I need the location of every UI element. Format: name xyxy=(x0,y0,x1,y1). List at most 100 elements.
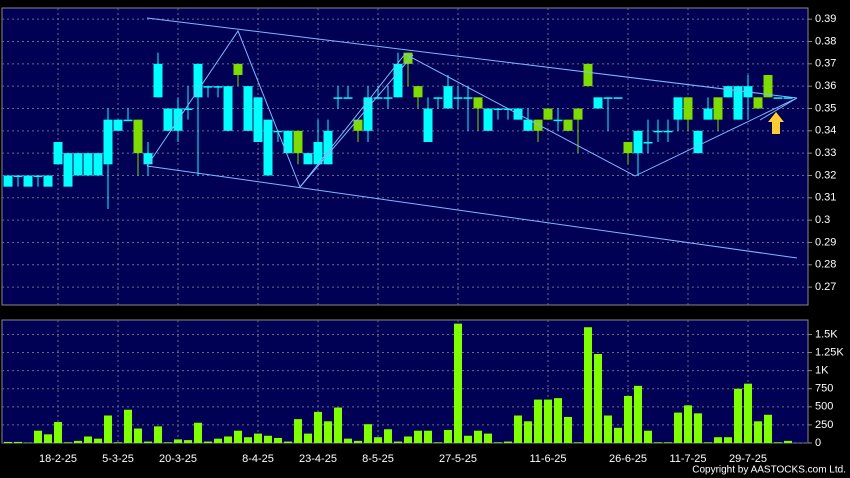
y-tick-label: 250 xyxy=(815,419,833,431)
volume-bar xyxy=(544,399,552,443)
y-tick-label: 0.31 xyxy=(815,192,836,204)
y-tick-label: 0.34 xyxy=(815,125,836,137)
volume-bar xyxy=(474,430,482,443)
zigzag-line xyxy=(146,29,798,188)
x-tick-label: 11-7-25 xyxy=(669,453,706,465)
candle-body xyxy=(373,97,383,99)
volume-bar xyxy=(164,442,172,443)
candle-body xyxy=(503,108,513,110)
volume-bar xyxy=(294,419,302,443)
candle-body xyxy=(663,130,673,133)
copyright: Copyright by AASTOCKS.com Ltd. xyxy=(692,465,846,476)
volume-bar xyxy=(204,441,212,443)
candle-body xyxy=(253,97,263,142)
volume-bar xyxy=(444,429,452,443)
candle-body xyxy=(43,175,53,187)
candle-body xyxy=(753,97,763,109)
volume-bar xyxy=(424,430,432,443)
candle-body xyxy=(453,97,463,99)
x-tick-label: 11-6-25 xyxy=(529,453,566,465)
volume-bar xyxy=(494,442,502,443)
volume-bar xyxy=(454,323,462,443)
volume-bar xyxy=(774,442,782,443)
candle-body xyxy=(283,130,293,154)
candle-body xyxy=(763,74,773,98)
volume-bar xyxy=(374,437,382,443)
candle-body xyxy=(223,86,233,131)
y-tick-label: 0.37 xyxy=(815,58,836,70)
volume-bar xyxy=(624,395,632,443)
volume-bar xyxy=(324,421,332,443)
volume-bar xyxy=(704,442,712,443)
candle-body xyxy=(593,97,603,109)
candle-body xyxy=(383,97,393,99)
candle-body xyxy=(363,97,373,131)
x-tick-label: 5-3-25 xyxy=(102,453,134,465)
y-tick-label: 0.27 xyxy=(815,281,836,293)
candle-body xyxy=(433,97,443,99)
candle-body xyxy=(423,108,433,142)
volume-bar xyxy=(114,442,122,443)
x-tick-label: 8-4-25 xyxy=(242,453,274,465)
candle-body xyxy=(53,141,63,165)
candle-body xyxy=(233,63,243,75)
candle-body xyxy=(203,86,213,88)
x-tick-label: 27-5-25 xyxy=(439,453,477,465)
candle-body xyxy=(33,175,43,177)
volume-bar xyxy=(404,436,412,443)
candle-body xyxy=(693,130,703,154)
y-tick-label: 1K xyxy=(815,365,829,377)
candle-body xyxy=(193,63,203,98)
candle-body xyxy=(23,175,33,187)
volume-bar xyxy=(54,422,62,443)
trend-lines xyxy=(146,17,798,259)
candle-body xyxy=(63,153,73,187)
volume-bar xyxy=(94,438,102,443)
volume-bar xyxy=(144,441,152,443)
candle-body xyxy=(653,130,663,133)
candle-body xyxy=(73,153,83,176)
volume-bar xyxy=(664,442,672,443)
candle-body xyxy=(343,97,353,99)
candle-body xyxy=(723,86,733,98)
mark-layer xyxy=(3,52,793,443)
candle-body xyxy=(483,108,493,131)
volume-bar xyxy=(4,441,12,443)
volume-bar xyxy=(134,428,142,443)
y-tick-label: 0.32 xyxy=(815,169,836,181)
volume-bar xyxy=(684,405,692,443)
candle-body xyxy=(713,97,723,120)
volume-bar xyxy=(254,433,262,443)
candle-body xyxy=(623,141,633,154)
candle-body xyxy=(353,119,363,131)
volume-bar xyxy=(344,438,352,443)
volume-bar xyxy=(284,441,292,443)
y-tick-label: 0.39 xyxy=(815,13,836,25)
x-tick-label: 8-5-25 xyxy=(362,453,394,465)
x-tick-label: 23-4-25 xyxy=(299,453,337,465)
volume-bar xyxy=(394,441,402,443)
volume-panel xyxy=(1,319,809,444)
volume-bar xyxy=(594,354,602,443)
volume-bar xyxy=(84,436,92,443)
candle-body xyxy=(123,119,133,122)
candle-body xyxy=(403,52,413,64)
volume-bar xyxy=(64,442,72,443)
candle-body xyxy=(543,108,553,120)
candle-body xyxy=(103,119,113,165)
volume-bar xyxy=(214,438,222,443)
candle-body xyxy=(533,119,543,131)
y-tick-label: 0.36 xyxy=(815,80,836,92)
volume-bar xyxy=(654,442,662,443)
volume-bar xyxy=(354,440,362,443)
volume-bar xyxy=(304,433,312,443)
volume-bar xyxy=(34,430,42,443)
volume-bar xyxy=(224,436,232,443)
volume-bar xyxy=(234,430,242,443)
candle-body xyxy=(573,108,583,120)
y-tick-label: 0 xyxy=(815,437,821,449)
candle-body xyxy=(553,119,563,122)
volume-bar xyxy=(74,440,82,443)
x-tick-label: 20-3-25 xyxy=(159,453,197,465)
y-tick-label: 0.29 xyxy=(815,236,836,248)
